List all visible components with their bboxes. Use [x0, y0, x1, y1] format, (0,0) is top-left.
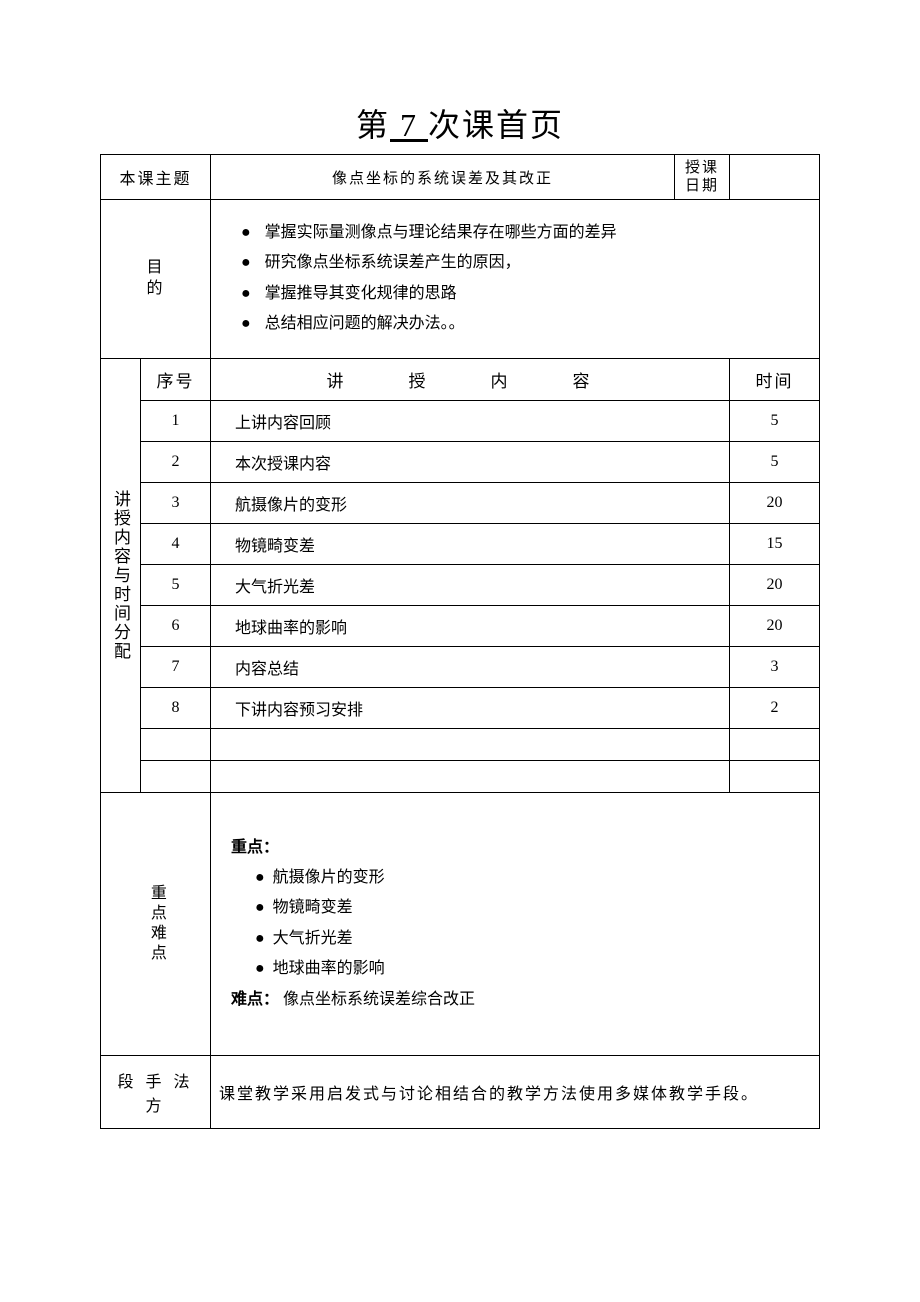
keypoints-label: 重点难点	[101, 792, 211, 1055]
empty-cell	[211, 760, 730, 792]
purpose-item: 掌握实际量测像点与理论结果存在哪些方面的差异	[241, 218, 799, 248]
sched-time: 20	[730, 482, 820, 523]
schedule-row: 1 上讲内容回顾 5	[101, 400, 820, 441]
keypoints-row: 重点难点 重点： 航摄像片的变形 物镜畸变差 大气折光差 地球曲率的影响 难点：…	[101, 792, 820, 1055]
purpose-cell: 掌握实际量测像点与理论结果存在哪些方面的差异 研究像点坐标系统误差产生的原因， …	[211, 200, 820, 359]
sched-time: 5	[730, 400, 820, 441]
schedule-row: 8 下讲内容预习安排 2	[101, 687, 820, 728]
date-value	[730, 155, 820, 200]
empty-cell	[141, 728, 211, 760]
schedule-col-content: 讲 授 内 容	[211, 358, 730, 400]
method-label: 段 手 法 方	[101, 1055, 211, 1128]
sched-time: 3	[730, 646, 820, 687]
sched-time: 20	[730, 564, 820, 605]
keypoints-cell: 重点： 航摄像片的变形 物镜畸变差 大气折光差 地球曲率的影响 难点： 像点坐标…	[211, 792, 820, 1055]
purpose-label: 目 的	[101, 200, 211, 359]
sched-content: 地球曲率的影响	[211, 605, 730, 646]
heavy-item: 航摄像片的变形	[255, 863, 799, 893]
sched-content: 下讲内容预习安排	[211, 687, 730, 728]
sched-time: 15	[730, 523, 820, 564]
method-row: 段 手 法 方 课堂教学采用启发式与讨论相结合的教学方法使用多媒体教学手段。	[101, 1055, 820, 1128]
schedule-col-time: 时间	[730, 358, 820, 400]
schedule-row: 6 地球曲率的影响 20	[101, 605, 820, 646]
sched-time: 20	[730, 605, 820, 646]
method-content: 课堂教学采用启发式与讨论相结合的教学方法使用多媒体教学手段。	[211, 1055, 820, 1128]
empty-cell	[141, 760, 211, 792]
sched-num: 3	[141, 482, 211, 523]
sched-num: 1	[141, 400, 211, 441]
sched-num: 6	[141, 605, 211, 646]
sched-time: 5	[730, 441, 820, 482]
purpose-row: 目 的 掌握实际量测像点与理论结果存在哪些方面的差异 研究像点坐标系统误差产生的…	[101, 200, 820, 359]
sched-num: 4	[141, 523, 211, 564]
hard-text: 像点坐标系统误差综合改正	[283, 991, 475, 1008]
sched-time: 2	[730, 687, 820, 728]
schedule-empty-row	[101, 760, 820, 792]
sched-num: 7	[141, 646, 211, 687]
lesson-table: 本课主题 像点坐标的系统误差及其改正 授课 日期 目 的 掌握实际量测像点与理论…	[100, 154, 820, 1129]
schedule-label: 讲授内容与时间分配	[101, 358, 141, 792]
schedule-empty-row	[101, 728, 820, 760]
date-label: 授课 日期	[675, 155, 730, 200]
heavy-item: 地球曲率的影响	[255, 954, 799, 984]
sched-content: 大气折光差	[211, 564, 730, 605]
sched-content: 物镜畸变差	[211, 523, 730, 564]
schedule-row: 7 内容总结 3	[101, 646, 820, 687]
title-suffix: 次课首页	[428, 107, 564, 143]
heavy-list: 航摄像片的变形 物镜畸变差 大气折光差 地球曲率的影响	[231, 863, 799, 985]
sched-content: 本次授课内容	[211, 441, 730, 482]
heavy-item: 大气折光差	[255, 924, 799, 954]
empty-cell	[211, 728, 730, 760]
sched-num: 5	[141, 564, 211, 605]
heavy-label: 重点：	[231, 839, 279, 856]
topic-value: 像点坐标的系统误差及其改正	[211, 155, 675, 200]
sched-num: 8	[141, 687, 211, 728]
hard-label: 难点：	[231, 991, 279, 1008]
topic-label: 本课主题	[101, 155, 211, 200]
empty-cell	[730, 760, 820, 792]
sched-content: 航摄像片的变形	[211, 482, 730, 523]
schedule-row: 3 航摄像片的变形 20	[101, 482, 820, 523]
purpose-list: 掌握实际量测像点与理论结果存在哪些方面的差异 研究像点坐标系统误差产生的原因， …	[241, 218, 799, 340]
title-prefix: 第	[356, 107, 390, 143]
schedule-row: 4 物镜畸变差 15	[101, 523, 820, 564]
schedule-header-row: 讲授内容与时间分配 序号 讲 授 内 容 时间	[101, 358, 820, 400]
schedule-row: 5 大气折光差 20	[101, 564, 820, 605]
header-row: 本课主题 像点坐标的系统误差及其改正 授课 日期	[101, 155, 820, 200]
purpose-item: 研究像点坐标系统误差产生的原因，	[241, 248, 799, 278]
purpose-item: 总结相应问题的解决办法。。	[241, 309, 799, 339]
empty-cell	[730, 728, 820, 760]
page-title: 第 7 次课首页	[100, 100, 820, 146]
purpose-item: 掌握推导其变化规律的思路	[241, 279, 799, 309]
heavy-item: 物镜畸变差	[255, 893, 799, 923]
sched-content: 内容总结	[211, 646, 730, 687]
title-number: 7	[390, 107, 428, 143]
schedule-row: 2 本次授课内容 5	[101, 441, 820, 482]
sched-num: 2	[141, 441, 211, 482]
schedule-col-num: 序号	[141, 358, 211, 400]
sched-content: 上讲内容回顾	[211, 400, 730, 441]
